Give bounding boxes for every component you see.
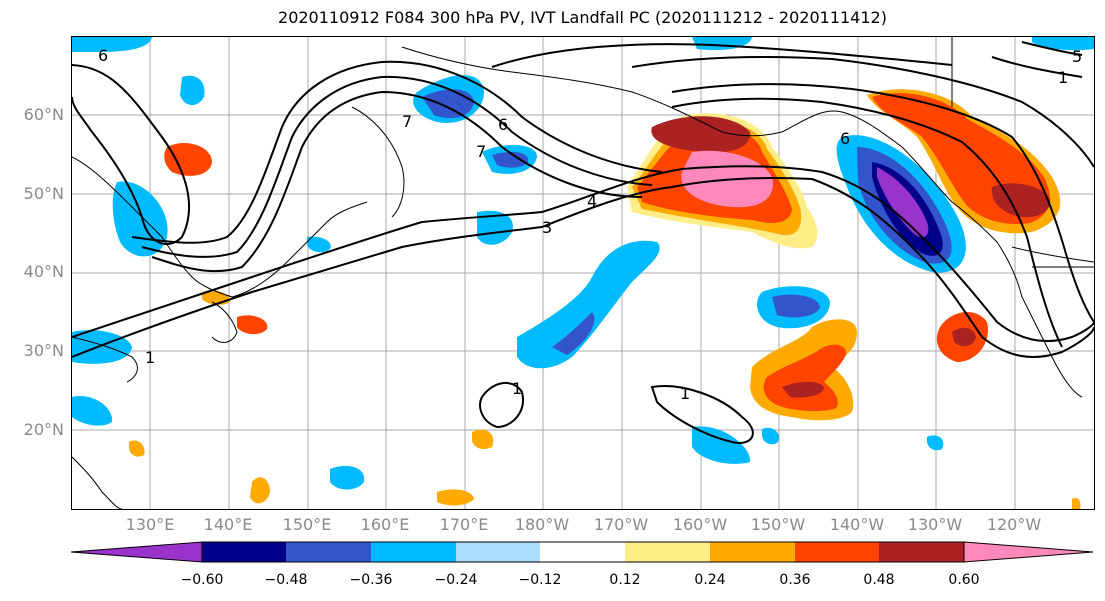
anomaly-blob <box>552 312 595 355</box>
anomaly-blob <box>164 142 212 176</box>
contour-label: 7 <box>476 142 486 161</box>
anomaly-blob <box>72 396 113 426</box>
contour-labels: 6 6 7 4 3 6 1 1 1 1 5 7 <box>98 46 1082 403</box>
anomaly-blob <box>422 89 474 119</box>
anomaly-blob <box>250 477 270 504</box>
map-svg: 6 6 7 4 3 6 1 1 1 1 5 7 <box>72 37 1094 509</box>
anomaly-blob <box>517 240 660 369</box>
colorbar <box>71 541 1094 563</box>
colorbar-tick-label: 0.24 <box>694 572 726 588</box>
anomaly-blob <box>72 37 152 52</box>
colorbar-segment <box>540 542 625 562</box>
anomaly-blob <box>180 75 205 106</box>
anomaly-blob <box>991 183 1051 218</box>
colorbar-segment <box>202 542 286 562</box>
contour-label: 1 <box>680 384 690 403</box>
anomaly-blob <box>927 435 944 451</box>
lat-tick-label: 60°N <box>23 105 64 124</box>
lat-tick-label: 30°N <box>23 341 64 360</box>
anomaly-blob <box>763 344 847 412</box>
colorbar-tick-label: 0.12 <box>609 572 641 588</box>
lon-tick-label: 150°W <box>750 515 806 534</box>
colorbar-tick-label: −0.24 <box>434 572 478 588</box>
coastlines <box>72 37 1094 509</box>
lat-tick-label: 20°N <box>23 420 64 439</box>
lon-tick-label: 140°E <box>203 515 253 534</box>
anomaly-blob <box>330 465 365 490</box>
colorbar-segment <box>286 542 371 562</box>
lon-tick-label: 120°W <box>986 515 1042 534</box>
lat-tick-label: 50°N <box>23 184 64 203</box>
lon-tick-label: 160°W <box>672 515 728 534</box>
colorbar-segment <box>795 542 879 562</box>
colorbar-extend-high <box>963 541 1094 563</box>
anomaly-blob <box>762 427 779 445</box>
lon-tick-label: 160°E <box>360 515 410 534</box>
map-area: 6 6 7 4 3 6 1 1 1 1 5 7 <box>71 36 1095 510</box>
contours <box>72 41 1094 444</box>
colorbar-tick-label: −0.60 <box>180 572 224 588</box>
anomaly-blob <box>477 210 513 245</box>
lon-tick-label: 130°E <box>125 515 175 534</box>
colorbar-segment <box>371 542 456 562</box>
anomaly-blob <box>129 440 145 457</box>
contour-label: 5 <box>1072 47 1082 66</box>
anomaly-blob <box>307 236 331 253</box>
anomaly-blob <box>437 489 474 506</box>
anomaly-blob <box>772 294 820 318</box>
anomaly-blob <box>72 330 132 364</box>
anomaly-blob <box>782 381 824 398</box>
lon-tick-label: 140°W <box>829 515 885 534</box>
anomaly-blob <box>952 327 976 347</box>
contour-label: 6 <box>840 129 850 148</box>
map-title: 2020110912 F084 300 hPa PV, IVT Landfall… <box>278 8 887 27</box>
colorbar-segment <box>710 542 795 562</box>
anomaly-blob <box>237 315 268 335</box>
contour-label: 7 <box>402 112 412 131</box>
lon-tick-label: 170°E <box>439 515 489 534</box>
anomaly-blob <box>1032 37 1094 51</box>
lon-tick-label: 150°E <box>282 515 332 534</box>
contour-label: 6 <box>98 46 108 65</box>
lon-tick-label: 180°W <box>514 515 570 534</box>
anomaly-blob <box>112 181 168 257</box>
contour-label: 6 <box>498 115 508 134</box>
contour-label: 1 <box>512 379 522 398</box>
colorbar-extend-low <box>71 541 203 563</box>
contour-label: 4 <box>587 192 597 211</box>
anomaly-blob <box>877 167 929 238</box>
colorbar-tick-label: −0.12 <box>518 572 562 588</box>
colorbar-tick-label: 0.48 <box>863 572 895 588</box>
anomaly-blob <box>692 426 751 464</box>
colorbar-segment <box>879 542 964 562</box>
anomaly-blob <box>472 429 494 450</box>
positive-anomalies <box>129 89 1081 509</box>
lat-tick-label: 40°N <box>23 262 64 281</box>
anomaly-blob <box>651 116 751 153</box>
colorbar-segment <box>456 542 540 562</box>
colorbar-tick-label: 0.36 <box>779 572 811 588</box>
contour-label: 1 <box>145 348 155 367</box>
colorbar-segment <box>625 542 710 562</box>
lon-tick-label: 130°W <box>907 515 963 534</box>
anomaly-blob <box>492 151 529 168</box>
colorbar-tick-label: −0.36 <box>349 572 393 588</box>
negative-anomalies <box>72 37 1094 490</box>
colorbar-tick-label: −0.48 <box>264 572 308 588</box>
anomaly-blob <box>1072 497 1081 509</box>
contour-label: 1 <box>1058 68 1068 87</box>
anomaly-blob <box>692 37 752 51</box>
colorbar-tick-label: 0.60 <box>948 572 980 588</box>
lon-tick-label: 170°W <box>593 515 649 534</box>
contour-label: 3 <box>542 218 552 237</box>
